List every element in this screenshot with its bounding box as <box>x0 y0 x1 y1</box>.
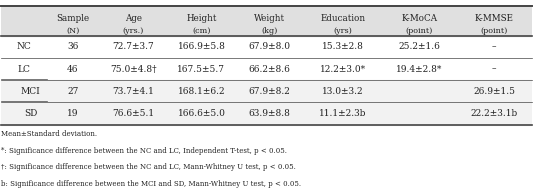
Text: (cm): (cm) <box>192 27 211 35</box>
Text: (yrs): (yrs) <box>334 27 352 35</box>
Text: 66.2±8.6: 66.2±8.6 <box>249 65 290 74</box>
Text: Weight: Weight <box>254 13 285 23</box>
Text: 75.0±4.8†: 75.0±4.8† <box>110 65 156 74</box>
Text: 15.3±2.8: 15.3±2.8 <box>322 42 364 51</box>
Text: (N): (N) <box>66 27 79 35</box>
Text: Sample: Sample <box>56 13 90 23</box>
Text: *: Significance difference between the NC and LC, Independent T-test, p < 0.05.: *: Significance difference between the N… <box>2 147 287 155</box>
Text: 22.2±3.1b: 22.2±3.1b <box>471 109 518 118</box>
Bar <box>2 6 531 36</box>
Text: (point): (point) <box>406 27 433 35</box>
Text: 76.6±5.1: 76.6±5.1 <box>112 109 154 118</box>
Text: 11.1±2.3b: 11.1±2.3b <box>319 109 367 118</box>
Text: 167.5±5.7: 167.5±5.7 <box>177 65 225 74</box>
Text: 67.9±8.0: 67.9±8.0 <box>249 42 291 51</box>
Text: SD: SD <box>24 109 37 118</box>
Text: 12.2±3.0*: 12.2±3.0* <box>320 65 366 74</box>
Text: LC: LC <box>18 65 30 74</box>
Text: 19: 19 <box>67 109 79 118</box>
Text: 168.1±6.2: 168.1±6.2 <box>177 87 225 96</box>
Text: 26.9±1.5: 26.9±1.5 <box>473 87 515 96</box>
Text: 67.9±8.2: 67.9±8.2 <box>249 87 290 96</box>
Text: K-MMSE: K-MMSE <box>475 13 514 23</box>
Text: 166.9±5.8: 166.9±5.8 <box>177 42 225 51</box>
Text: –: – <box>492 65 496 74</box>
Text: 27: 27 <box>67 87 79 96</box>
Text: 73.7±4.1: 73.7±4.1 <box>112 87 154 96</box>
Text: K-MoCA: K-MoCA <box>401 13 438 23</box>
Text: –: – <box>492 42 496 51</box>
Text: NC: NC <box>17 42 31 51</box>
Text: (kg): (kg) <box>262 27 278 35</box>
Text: (yrs.): (yrs.) <box>123 27 144 35</box>
Text: 166.6±5.0: 166.6±5.0 <box>177 109 225 118</box>
Text: b: Significance difference between the MCI and SD, Mann-Whitney U test, p < 0.05: b: Significance difference between the M… <box>2 180 302 188</box>
Text: 25.2±1.6: 25.2±1.6 <box>399 42 440 51</box>
Text: Height: Height <box>186 13 216 23</box>
Text: †: Significance difference between the NC and LC, Mann-Whitney U test, p < 0.05.: †: Significance difference between the N… <box>2 163 296 171</box>
Text: Age: Age <box>125 13 142 23</box>
Text: Mean±Standard deviation.: Mean±Standard deviation. <box>2 130 98 139</box>
Text: 46: 46 <box>67 65 79 74</box>
Text: 63.9±8.8: 63.9±8.8 <box>249 109 290 118</box>
Text: Education: Education <box>320 13 366 23</box>
Text: 13.0±3.2: 13.0±3.2 <box>322 87 364 96</box>
Text: 19.4±2.8*: 19.4±2.8* <box>396 65 442 74</box>
Text: MCI: MCI <box>21 87 41 96</box>
Text: 36: 36 <box>67 42 79 51</box>
Text: 72.7±3.7: 72.7±3.7 <box>112 42 154 51</box>
Text: (point): (point) <box>481 27 508 35</box>
Bar <box>2 80 531 125</box>
